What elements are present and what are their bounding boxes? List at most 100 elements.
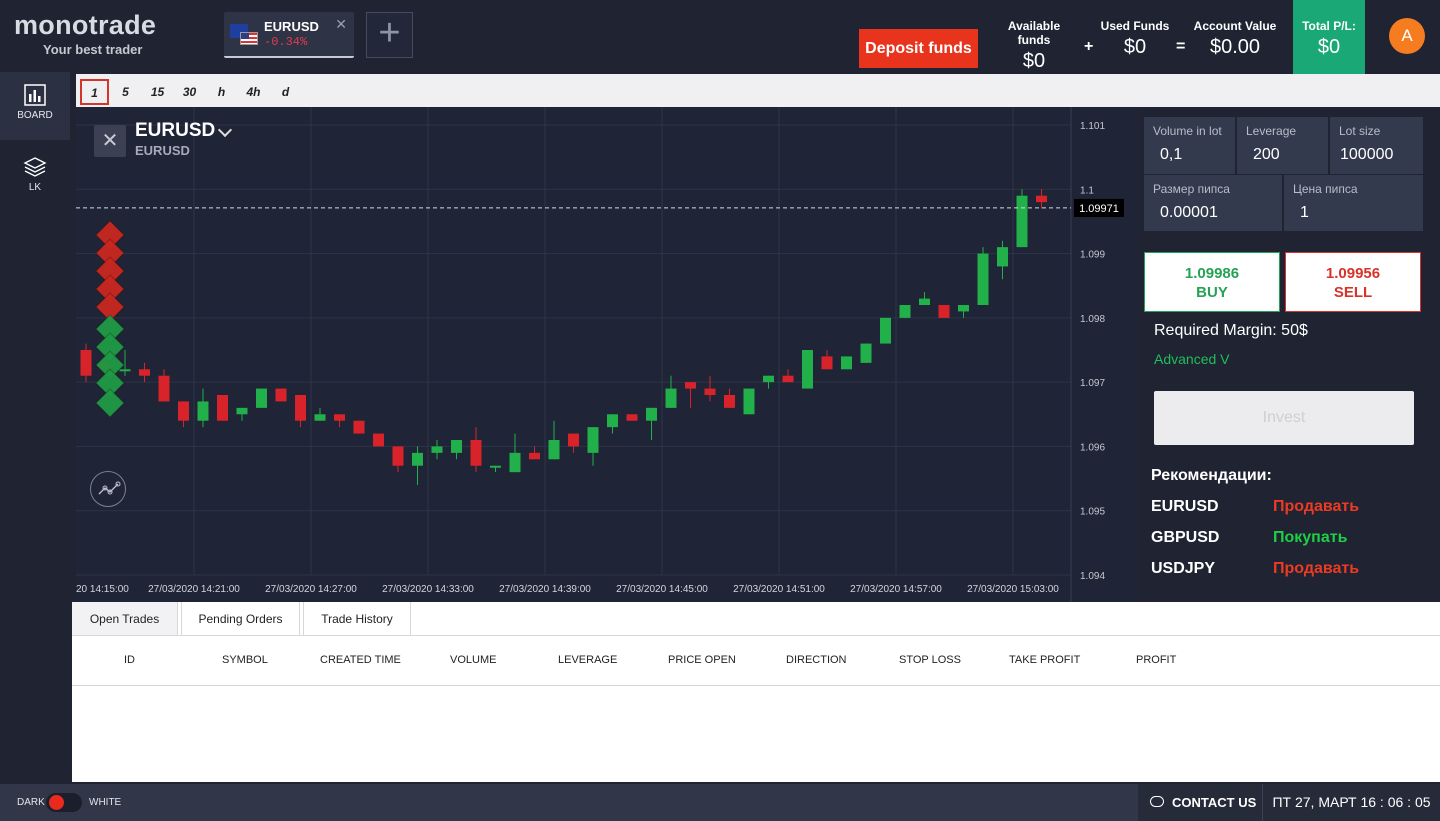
leverage-value: 200 — [1253, 146, 1280, 163]
x-tick-label: 27/03/2020 14:21:00 — [148, 584, 240, 595]
pip-size-label: Размер пипса — [1153, 182, 1230, 196]
timeframe-5[interactable]: 5 — [122, 85, 129, 99]
sidebar-item-label: LK — [28, 182, 42, 193]
candle-body — [451, 440, 462, 453]
close-tab-icon[interactable]: ✕ — [335, 16, 347, 32]
volume-field[interactable]: Volume in lot 0,1 — [1144, 117, 1235, 174]
candle-body — [704, 388, 716, 395]
timeframe-1[interactable]: 1 — [80, 79, 109, 105]
candle-body — [568, 433, 579, 447]
contact-us-button[interactable]: CONTACT US — [1138, 784, 1262, 821]
col-symbol[interactable]: SYMBOL — [222, 654, 268, 666]
indicator-icon[interactable] — [90, 471, 126, 507]
candle-body — [880, 317, 891, 344]
chart-title[interactable]: EURUSD EURUSD — [135, 120, 215, 158]
tab-pending-orders[interactable]: Pending Orders — [181, 602, 300, 636]
rec-action: Продавать — [1273, 498, 1360, 515]
clock: ПТ 27, МАРТ 16 : 06 : 05 — [1262, 784, 1440, 821]
chat-icon — [1150, 796, 1164, 807]
pip-price-label: Цена пипса — [1293, 182, 1358, 196]
candle-body — [685, 382, 696, 389]
col-direction[interactable]: DIRECTION — [786, 654, 847, 666]
total-pl-label: Total P/L: — [1302, 19, 1356, 33]
sidebar-item-lk[interactable]: LK — [0, 144, 70, 212]
y-tick-label: 1.094 — [1080, 571, 1105, 582]
total-pl-value: $0 — [1317, 36, 1341, 58]
buy-label: BUY — [1196, 284, 1228, 301]
candle-body — [665, 388, 677, 408]
layers-icon — [23, 157, 47, 177]
candle-body — [431, 446, 443, 453]
candlestick-chart[interactable]: 1.101 1.1 1.099 1.098 1.097 1.096 1.095 1.094 20… — [76, 107, 1138, 602]
tab-trade-history[interactable]: Trade History — [303, 602, 411, 636]
candle-body — [392, 446, 404, 466]
current-price-box — [1074, 198, 1124, 217]
sell-price: 1.09956 — [1325, 265, 1381, 282]
lot-size-label: Lot size — [1339, 124, 1381, 138]
candle-body — [178, 401, 189, 421]
lot-size-field[interactable]: Lot size 100000 — [1330, 117, 1423, 174]
col-created-time[interactable]: CREATED TIME — [320, 654, 401, 666]
tab-open-trades[interactable]: Open Trades — [72, 602, 178, 636]
pip-size-value: 0.00001 — [1160, 204, 1218, 221]
buy-button[interactable]: 1.09986 BUY — [1144, 252, 1280, 312]
candle-body — [821, 356, 833, 370]
rec-symbol: USDJPY — [1151, 560, 1216, 577]
candle-body — [80, 350, 92, 376]
trades-panel: Open Trades Pending Orders Trade History… — [72, 602, 1440, 782]
footer: DARK WHITE CONTACT US ПТ 27, МАРТ 16 : 0… — [0, 784, 1440, 821]
candle-body — [1036, 195, 1047, 203]
timeframe-h[interactable]: h — [217, 85, 226, 99]
candle-body — [158, 375, 170, 402]
timeframe-30[interactable]: 30 — [182, 85, 197, 99]
pip-size-field[interactable]: Размер пипса 0.00001 — [1144, 175, 1282, 231]
rec-symbol: GBPUSD — [1151, 529, 1220, 546]
col-price-open[interactable]: PRICE OPEN — [668, 654, 736, 666]
col-profit[interactable]: PROFIT — [1136, 654, 1177, 666]
candle-body — [958, 305, 969, 312]
pip-price-field[interactable]: Цена пипса 1 — [1284, 175, 1423, 231]
sidebar-item-board[interactable]: BOARD — [0, 72, 70, 140]
candle-body — [256, 388, 267, 408]
price-chart[interactable]: 1.101 1.1 1.099 1.098 1.097 1.096 1.095 1.094 20… — [76, 107, 1138, 602]
buy-price: 1.09986 — [1184, 265, 1240, 282]
total-pl: Total P/L: $0 — [1293, 0, 1365, 74]
candle-body — [217, 395, 228, 421]
col-id[interactable]: ID — [124, 654, 135, 666]
y-tick-label: 1.097 — [1080, 378, 1105, 389]
logo[interactable]: monotrade Your best trader — [14, 10, 156, 57]
recommendations-title: Рекомендации: — [1151, 467, 1272, 484]
col-take-profit[interactable]: TAKE PROFIT — [1009, 654, 1081, 666]
rec-action: Продавать — [1273, 560, 1360, 577]
col-volume[interactable]: VOLUME — [450, 654, 497, 666]
add-tab-button[interactable]: + — [366, 12, 413, 58]
x-tick-label: 27/03/2020 14:45:00 — [616, 584, 708, 595]
candle-body — [490, 465, 501, 468]
timeframe-d[interactable]: d — [281, 85, 290, 99]
recommendation-row: GBPUSD Покупать — [1151, 529, 1391, 547]
account-value-value: $0.00 — [1209, 36, 1261, 58]
col-leverage[interactable]: LEVERAGE — [558, 654, 618, 666]
candle-body — [763, 375, 774, 383]
deposit-button[interactable]: Deposit funds — [859, 29, 978, 68]
avatar[interactable]: A — [1389, 18, 1425, 54]
used-funds: Used Funds $0 — [1100, 19, 1170, 59]
candle-body — [373, 433, 384, 447]
timeframe-4h[interactable]: 4h — [246, 85, 261, 99]
leverage-field[interactable]: Leverage 200 — [1237, 117, 1328, 174]
rec-symbol: EURUSD — [1151, 498, 1219, 515]
timeframe-15[interactable]: 15 — [150, 85, 165, 99]
invest-button[interactable]: Invest — [1154, 391, 1414, 445]
timeframe-bar: 1 5 15 30 h 4h d — [76, 74, 1440, 107]
sell-button[interactable]: 1.09956 SELL — [1285, 252, 1421, 312]
symbol-tab-eurusd[interactable]: EURUSD -0.34% ✕ — [224, 12, 354, 58]
candle-body — [743, 388, 755, 415]
candle-body — [646, 407, 657, 421]
close-chart-icon[interactable]: ✕ — [94, 125, 126, 157]
order-panel: Volume in lot 0,1 Leverage 200 Lot size … — [1138, 107, 1440, 602]
theme-toggle[interactable] — [46, 793, 82, 812]
col-stop-loss[interactable]: STOP LOSS — [899, 654, 961, 666]
candle-body — [295, 395, 306, 421]
advanced-toggle[interactable]: Advanced V — [1154, 351, 1230, 367]
y-tick-label: 1.099 — [1080, 250, 1105, 261]
